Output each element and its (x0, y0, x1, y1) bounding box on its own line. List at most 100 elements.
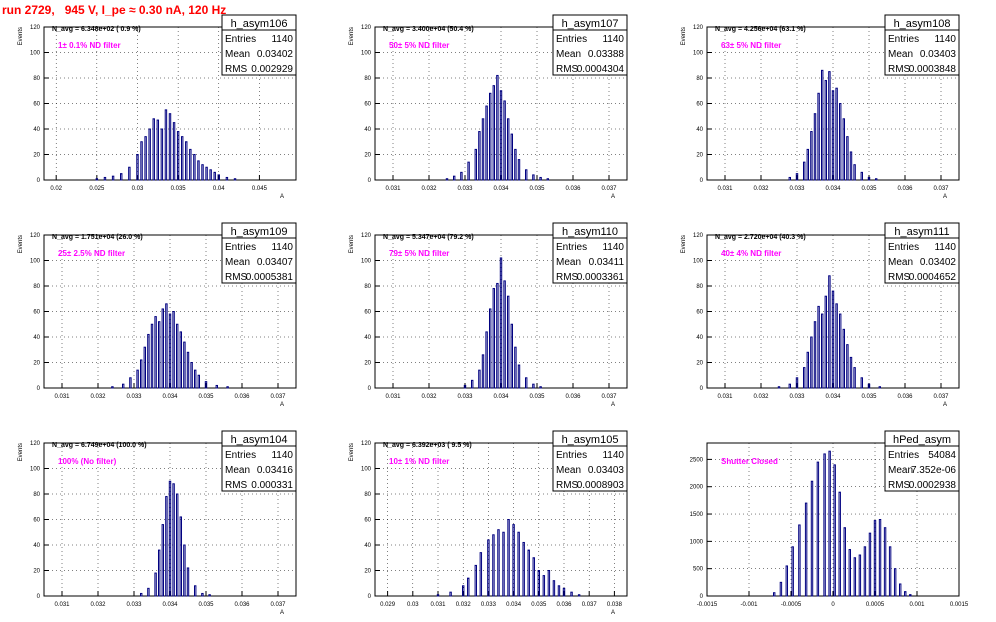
histogram-bin (828, 275, 831, 389)
filter-note: Shutter Closed (721, 457, 778, 466)
x-tick-label: 0.031 (430, 602, 446, 608)
histogram-bin (570, 591, 573, 597)
y-tick-label: 60 (696, 310, 703, 316)
stats-label-mean: Mean (888, 465, 913, 476)
histogram-bin (460, 171, 463, 181)
histogram-bin (823, 453, 826, 597)
histogram-bin (111, 386, 114, 389)
stats-label-entries: Entries (556, 34, 587, 45)
histogram-bin (103, 176, 107, 181)
y-tick-label: 80 (33, 76, 40, 82)
histogram-bin (820, 69, 824, 181)
y-tick-label: 20 (33, 569, 40, 575)
histogram-bin (478, 131, 481, 181)
x-tick-label: 0.037 (270, 602, 286, 608)
y-tick-label: 60 (33, 518, 40, 524)
n-avg-text: N_avg = 6.348e+02 ( 0.9 %) (52, 26, 141, 33)
histogram-bin (144, 136, 147, 181)
histogram-bin (157, 321, 161, 389)
histogram-bin (164, 109, 168, 181)
x-tick-label: 0.0005 (866, 602, 885, 608)
histogram-bin (136, 154, 139, 181)
histogram-bin (497, 529, 500, 597)
x-tick-label: 0.035 (198, 394, 214, 400)
histogram-bin (463, 384, 467, 389)
histogram-bin (467, 161, 470, 181)
histogram-bin (129, 377, 132, 389)
x-axis-label: A (280, 610, 284, 616)
histogram-bin (843, 527, 846, 597)
y-tick-label: 80 (696, 76, 703, 82)
histogram-bin (461, 585, 465, 597)
histogram-bin (883, 527, 887, 597)
x-tick-label: 0.036 (897, 394, 913, 400)
stats-value-rms: 0.000331 (251, 480, 293, 491)
x-tick-label: 0.032 (753, 186, 769, 192)
histogram-bin (828, 71, 831, 181)
histogram-bin (537, 570, 541, 597)
x-tick-label: 0.035 (198, 602, 214, 608)
histogram-bin (213, 171, 216, 181)
x-tick-label: 0.036 (565, 186, 581, 192)
y-tick-label: 100 (361, 51, 372, 57)
stats-label-rms: RMS (888, 272, 911, 283)
x-tick-label: 0.035 (531, 602, 547, 608)
histogram-bin (445, 178, 449, 181)
filter-note: 40± 4% ND filter (721, 249, 781, 258)
filter-note: 63± 5% ND filter (721, 41, 781, 50)
stats-label-mean: Mean (556, 257, 581, 268)
histogram-bin (524, 169, 528, 181)
y-tick-label: 80 (364, 492, 371, 498)
histogram-bin (190, 362, 193, 389)
histogram-bin (470, 379, 474, 389)
histogram-bin (846, 136, 849, 181)
histogram-bin (154, 316, 157, 389)
histogram-bin (817, 92, 820, 181)
histogram-bin (898, 583, 902, 597)
y-axis-label: Events (349, 27, 355, 45)
x-tick-label: 0.029 (380, 602, 396, 608)
y-tick-label: 0 (700, 178, 704, 184)
histogram-bin (860, 171, 864, 181)
stats-box (552, 430, 628, 492)
histogram-bin (168, 313, 172, 389)
histogram-bin (791, 546, 794, 597)
y-tick-label: 40 (696, 127, 703, 133)
y-tick-label: 1000 (690, 539, 704, 545)
y-tick-label: 0 (37, 386, 41, 392)
histogram-bin (810, 480, 814, 597)
x-tick-label: -0.001 (740, 602, 758, 608)
y-tick-label: 0 (700, 594, 704, 600)
n-avg-text: N_avg = 1.751e+04 (26.0 %) (52, 234, 143, 241)
histogram-name: hPed_asym (893, 434, 951, 446)
x-axis-label: A (943, 194, 947, 200)
histogram-bin (539, 386, 542, 389)
x-tick-label: 0.032 (90, 602, 106, 608)
x-tick-label: 0.033 (457, 186, 473, 192)
stats-value-mean: 0.03411 (589, 257, 625, 268)
histogram-bin (474, 148, 478, 181)
x-tick-label: 0.035 (529, 394, 545, 400)
y-tick-label: 80 (364, 284, 371, 290)
histogram-bin (172, 483, 175, 597)
histogram-bin (183, 544, 186, 597)
y-tick-label: 100 (30, 467, 41, 473)
histogram-bin (848, 549, 852, 597)
histogram-panel-h_asym107: 0.031 0.032 0.033 0.034 0.035 0.036 0.037 0 20 40… (349, 14, 628, 200)
x-tick-label: 0.031 (717, 186, 733, 192)
histogram-bin (772, 592, 776, 597)
histogram-panel-h_asym106: 0.02 0.025 0.03 0.035 0.04 0.045 0 20 40 60 80 100 1… (18, 14, 297, 200)
stats-box (884, 222, 960, 284)
histogram-bin (176, 131, 180, 181)
y-tick-label: 40 (33, 127, 40, 133)
histogram-bin (205, 166, 208, 181)
histogram-bin (136, 369, 139, 389)
x-tick-label: 0.037 (601, 186, 617, 192)
histogram-bin (186, 351, 190, 389)
histogram-bin (139, 359, 143, 389)
y-tick-label: 0 (368, 594, 372, 600)
histogram-bin (225, 176, 229, 181)
histogram-bin (168, 480, 172, 597)
stats-value-mean: 0.03403 (588, 465, 625, 476)
x-tick-label: 0.032 (753, 394, 769, 400)
